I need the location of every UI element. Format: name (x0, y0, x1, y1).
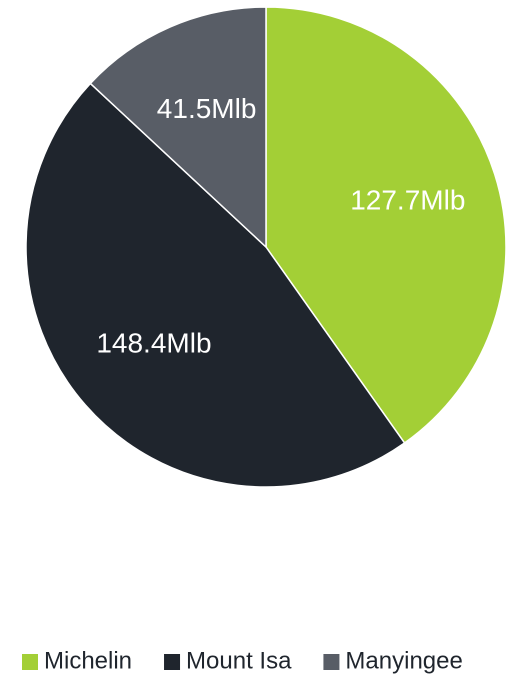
legend-label: Michelin (44, 647, 132, 674)
legend-swatch (22, 654, 38, 670)
pie-slice (89, 6, 267, 249)
legend-label: Manyingee (345, 647, 462, 674)
legend-swatch (164, 654, 181, 670)
pie-slice (265, 6, 507, 445)
slice-label: 41.5Mlb (157, 93, 257, 124)
pie-slice (25, 82, 406, 488)
slice-label: 127.7Mlb (350, 184, 465, 215)
legend-swatch (323, 654, 340, 670)
legend-label: Mount Isa (186, 647, 292, 674)
slice-label: 148.4Mlb (96, 327, 211, 358)
